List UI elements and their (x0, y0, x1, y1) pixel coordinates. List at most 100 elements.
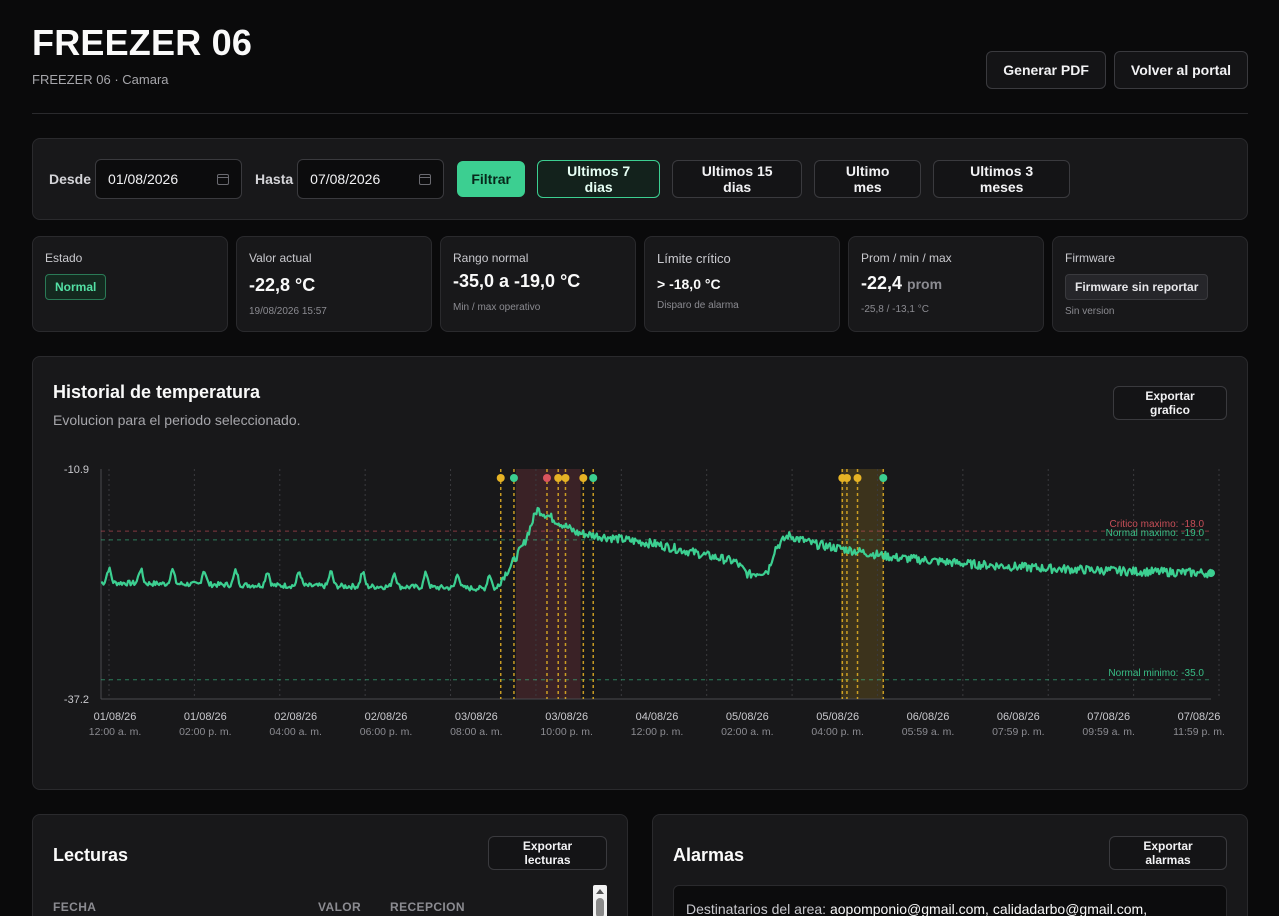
normal-range-label: Rango normal (453, 251, 529, 265)
chart-title: Historial de temperatura (53, 382, 261, 402)
firmware-card: Firmware Firmware sin reportar Sin versi… (1052, 236, 1248, 332)
firmware-label: Firmware (1065, 251, 1115, 265)
readings-title: Lecturas (53, 845, 129, 865)
to-date-input[interactable]: 07/08/2026 (297, 159, 445, 199)
x-tick-date: 02/08/26 (365, 711, 408, 723)
x-tick-time: 02:00 p. m. (179, 726, 232, 738)
page-subtitle: FREEZER 06 · Camara (32, 72, 169, 87)
range-last-month-button[interactable]: Ultimo mes (814, 160, 922, 198)
alarm-marker-dot[interactable] (496, 474, 505, 482)
alarm-marker-dot[interactable] (589, 474, 598, 482)
alarm-marker-dot[interactable] (542, 474, 551, 482)
calendar-icon[interactable] (217, 173, 230, 185)
normal-range-value: -35,0 a -19,0 °C (453, 271, 581, 291)
alarms-panel: Alarmas Exportar alarmas Destinatarios d… (652, 814, 1248, 916)
last-reading-point[interactable] (1207, 569, 1215, 578)
average-label: Prom / min / max (861, 251, 952, 265)
export-readings-button[interactable]: Exportar lecturas (488, 836, 607, 870)
x-tick-date: 03/08/26 (545, 711, 588, 723)
chart-subtitle: Evolucion para el periodo seleccionado. (53, 412, 301, 428)
x-tick-date: 01/08/26 (184, 711, 227, 723)
alarm-marker-dot[interactable] (579, 474, 588, 482)
x-tick-date: 01/08/26 (94, 711, 137, 723)
current-value-label: Valor actual (249, 251, 312, 265)
threshold-label: Normal maximo: -19.0 (1106, 528, 1205, 539)
alert-band (515, 469, 581, 699)
from-date-value: 01/08/2026 (108, 171, 179, 187)
recipients-emails: aopomponio@gmail.com, calidadarbo@gmail.… (829, 901, 1148, 916)
x-tick-time: 08:00 a. m. (450, 726, 503, 738)
x-tick-date: 07/08/26 (1178, 711, 1221, 723)
x-tick-time: 06:00 p. m. (360, 726, 413, 738)
alarm-marker-dot[interactable] (853, 474, 862, 482)
scroll-up-arrow-icon[interactable] (596, 889, 604, 894)
readings-panel: Lecturas Exportar lecturas FECHA VALOR R… (32, 814, 628, 916)
threshold-label: Normal minimo: -35.0 (1108, 668, 1204, 679)
y-tick-label: -37.2 (64, 694, 89, 706)
x-tick-date: 06/08/26 (997, 711, 1040, 723)
back-to-portal-button[interactable]: Volver al portal (1113, 51, 1248, 89)
status-badge: Normal (45, 274, 107, 300)
current-value-card: Valor actual -22,8 °C 19/08/2026 15:57 (236, 236, 432, 332)
export-alarms-button[interactable]: Exportar alarmas (1109, 836, 1227, 870)
x-tick-date: 03/08/26 (455, 711, 498, 723)
y-tick-label: -10.9 (64, 464, 89, 476)
alarm-marker-dot[interactable] (509, 474, 518, 482)
recipients-box: Destinatarios del area: aopomponio@gmail… (673, 885, 1227, 916)
current-value: -22,8 °C (249, 275, 316, 295)
scrollbar-thumb[interactable] (596, 898, 604, 916)
range-last-3-months-button[interactable]: Ultimos 3 meses (933, 160, 1071, 198)
average-value: -22,4 (861, 273, 903, 293)
x-tick-time: 12:00 p. m. (631, 726, 684, 738)
x-tick-time: 07:59 p. m. (992, 726, 1045, 738)
calendar-icon[interactable] (419, 173, 432, 185)
alert-band (841, 469, 884, 699)
column-header-reception[interactable]: RECEPCION (390, 900, 465, 914)
page-title: FREEZER 06 (32, 22, 253, 63)
from-date-input[interactable]: 01/08/2026 (95, 159, 243, 199)
x-tick-date: 05/08/26 (816, 711, 859, 723)
critical-limit-value: > -18,0 °C (657, 276, 721, 292)
normal-range-card: Rango normal -35,0 a -19,0 °C Min / max … (440, 236, 636, 332)
threshold-label: Critico maximo: -18.0 (1110, 519, 1205, 530)
temperature-history-panel: Historial de temperatura Evolucion para … (32, 356, 1248, 790)
x-tick-date: 07/08/26 (1087, 711, 1130, 723)
filter-button[interactable]: Filtrar (457, 161, 526, 197)
x-tick-date: 06/08/26 (907, 711, 950, 723)
generate-pdf-button[interactable]: Generar PDF (986, 51, 1106, 89)
average-suffix: prom (907, 276, 943, 292)
x-tick-time: 12:00 a. m. (89, 726, 142, 738)
filter-bar: Desde 01/08/2026 Hasta 07/08/2026 Filtra… (32, 138, 1248, 220)
normal-range-sub: Min / max operativo (453, 302, 541, 313)
x-tick-date: 05/08/26 (726, 711, 769, 723)
x-tick-time: 05:59 a. m. (902, 726, 955, 738)
alarm-marker-dot[interactable] (879, 474, 888, 482)
status-label: Estado (45, 251, 83, 265)
x-tick-date: 02/08/26 (274, 711, 317, 723)
export-chart-button[interactable]: Exportar grafico (1113, 386, 1227, 420)
header-actions: Generar PDF Volver al portal (986, 51, 1248, 89)
x-tick-time: 09:59 a. m. (1082, 726, 1135, 738)
from-label: Desde (49, 171, 92, 187)
critical-limit-label: Límite crítico (657, 251, 731, 266)
alarm-marker-dot[interactable] (554, 474, 563, 482)
average-card: Prom / min / max -22,4 prom -25,8 / -13,… (848, 236, 1044, 332)
firmware-badge: Firmware sin reportar (1065, 274, 1209, 300)
page-header: FREEZER 06 FREEZER 06 · Camara Generar P… (32, 22, 1248, 114)
x-tick-time: 02:00 a. m. (721, 726, 774, 738)
column-header-date[interactable]: FECHA (53, 900, 97, 914)
x-tick-time: 04:00 p. m. (811, 726, 864, 738)
range-last-7-days-button[interactable]: Ultimos 7 dias (537, 160, 661, 198)
x-tick-time: 11:59 p. m. (1173, 726, 1225, 738)
column-header-value[interactable]: VALOR (318, 900, 362, 914)
min-max-value: -25,8 / -13,1 °C (861, 304, 929, 315)
alarm-marker-dot[interactable] (561, 474, 570, 482)
range-last-15-days-button[interactable]: Ultimos 15 dias (672, 160, 803, 198)
alarms-title: Alarmas (673, 845, 745, 865)
current-value-timestamp: 19/08/2026 15:57 (249, 306, 327, 317)
readings-scrollbar[interactable] (593, 885, 607, 916)
firmware-version: Sin version (1065, 306, 1115, 317)
x-tick-time: 04:00 a. m. (269, 726, 322, 738)
alarm-marker-dot[interactable] (842, 474, 851, 482)
